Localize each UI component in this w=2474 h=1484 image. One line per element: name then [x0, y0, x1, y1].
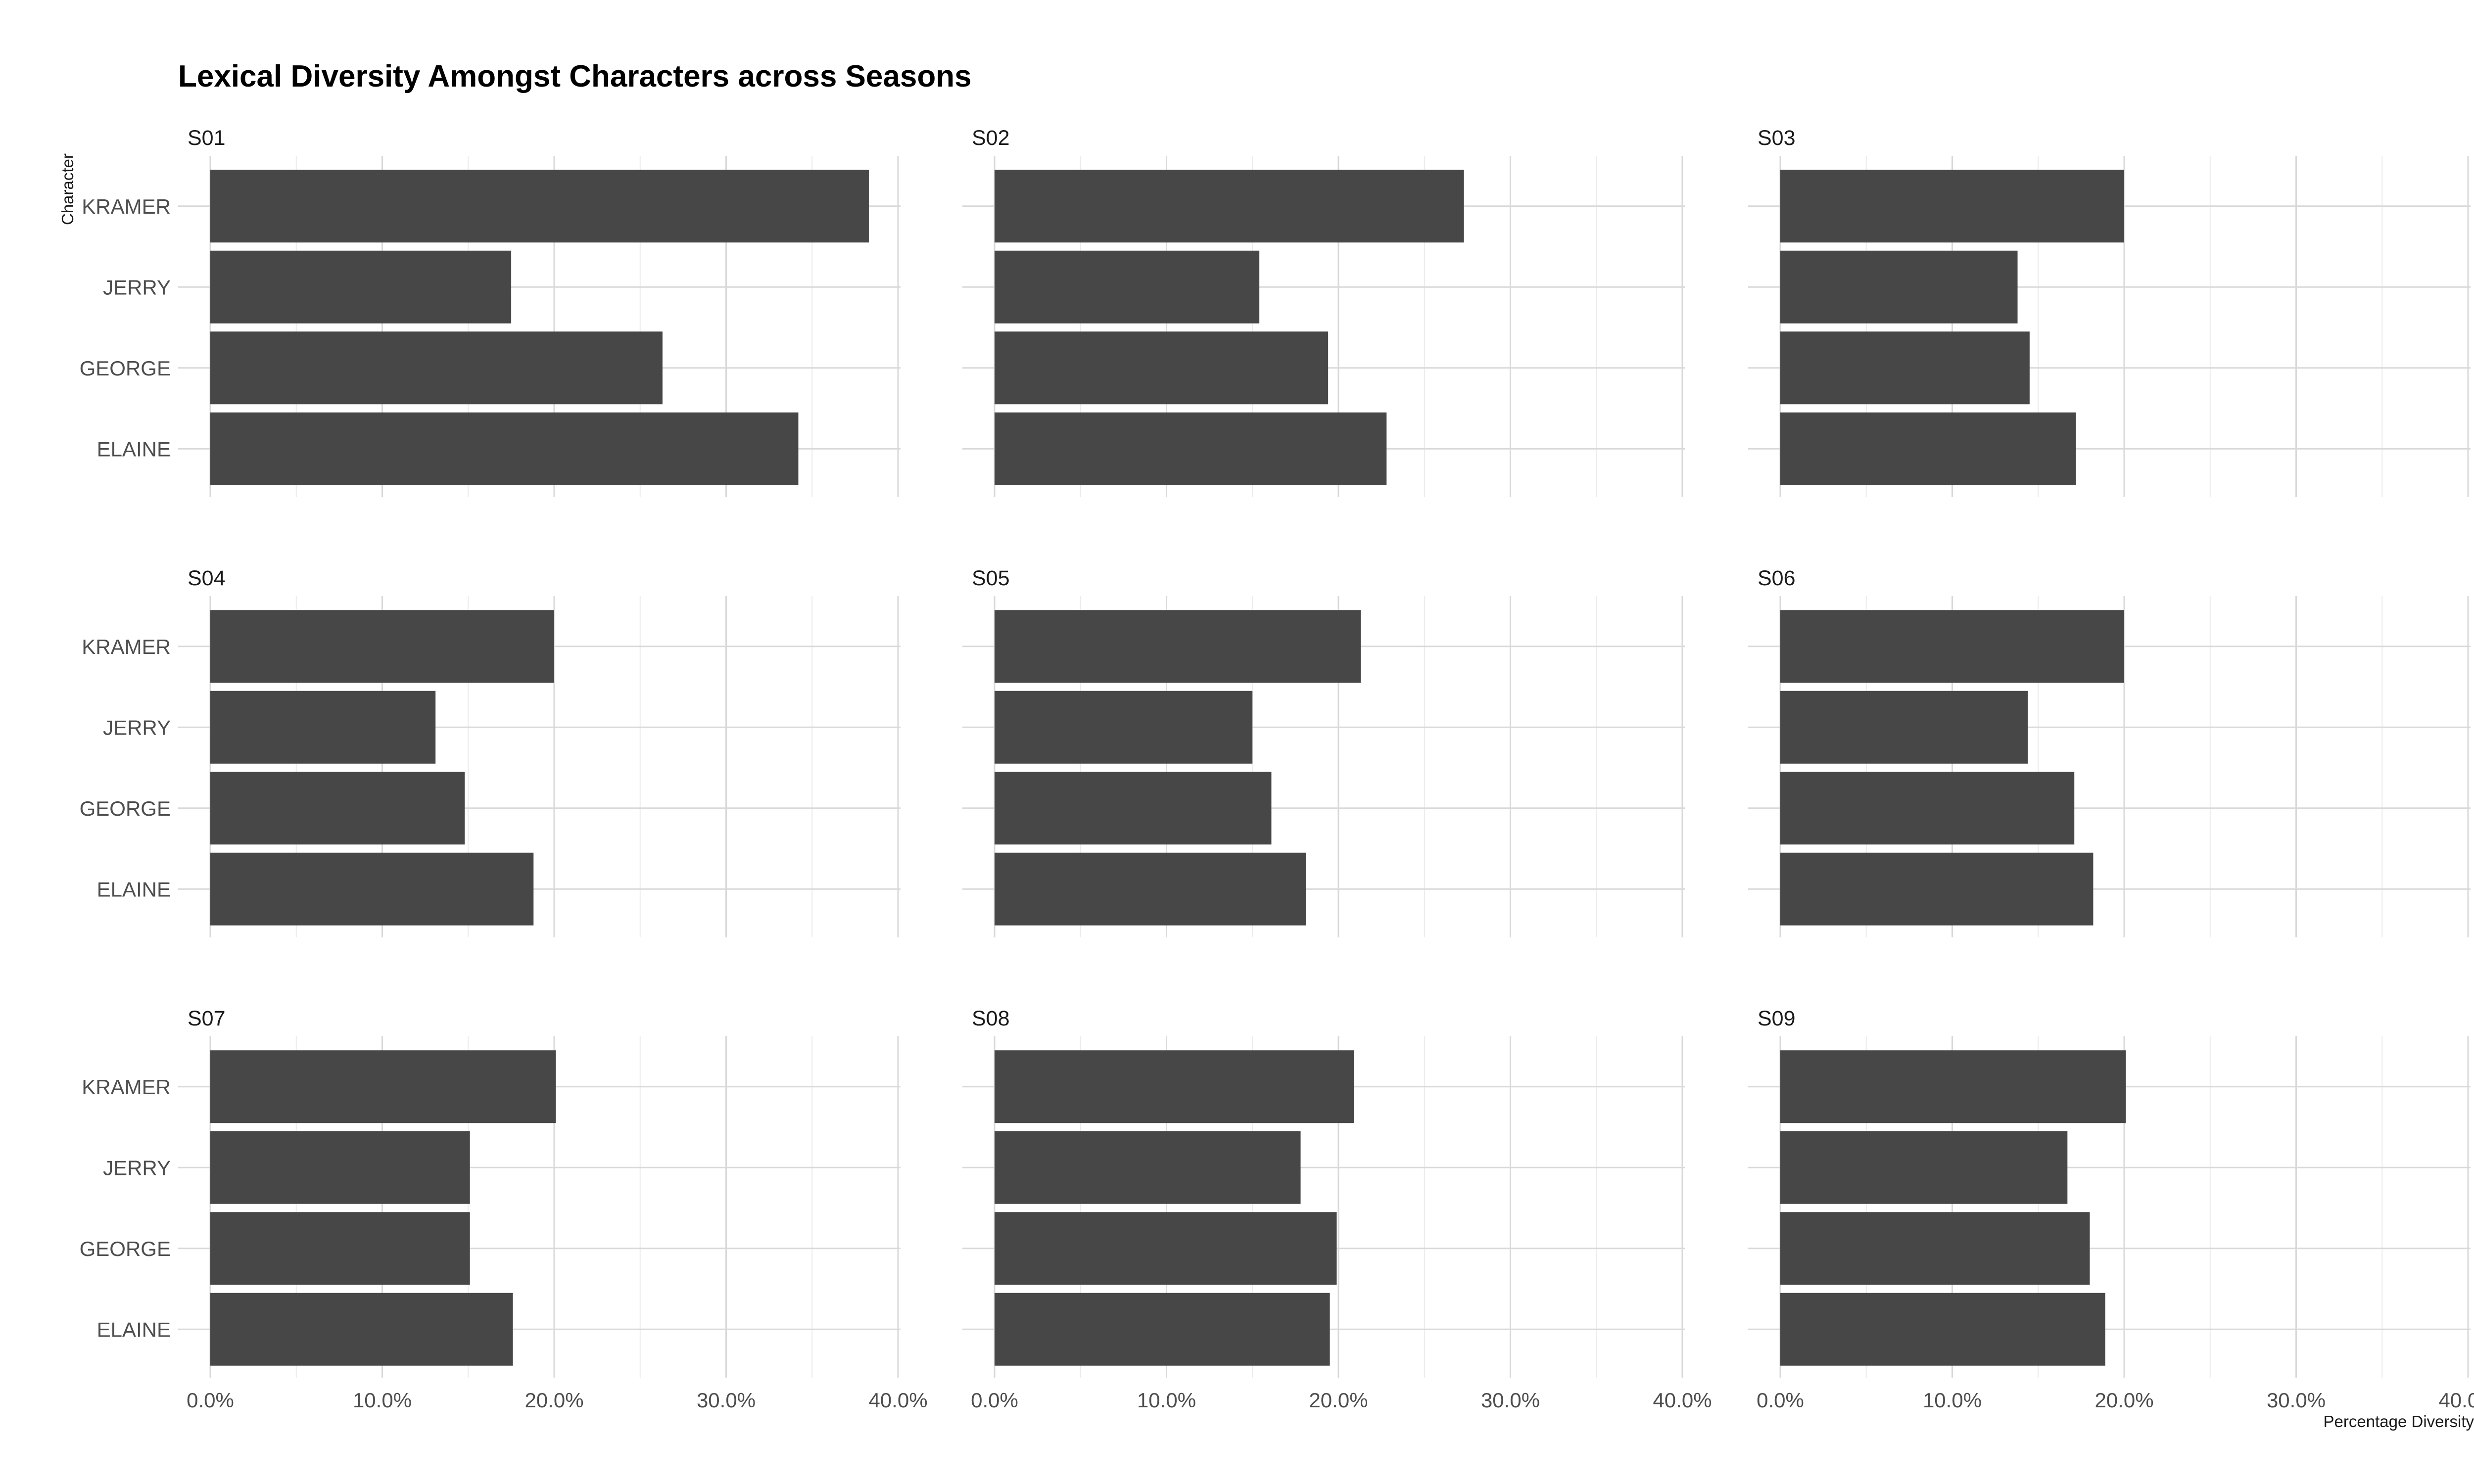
bar-s04-elaine — [210, 852, 534, 926]
x-tick-label: 30.0% — [2267, 1389, 2326, 1412]
x-tick-label: 30.0% — [1481, 1389, 1540, 1412]
facet-label: S01 — [188, 126, 226, 150]
bar-s01-george — [210, 331, 663, 405]
bar-s05-kramer — [995, 610, 1361, 683]
bar-s08-jerry — [995, 1131, 1301, 1204]
bar-s08-elaine — [995, 1293, 1330, 1366]
y-tick-label: ELAINE — [97, 437, 171, 461]
y-tick-label: GEORGE — [80, 797, 171, 820]
bar-s03-kramer — [1780, 170, 2124, 243]
bar-s01-kramer — [210, 170, 869, 243]
facet-label: S04 — [188, 566, 226, 590]
bar-s05-jerry — [995, 691, 1253, 764]
facet-panel-s02: S02 — [962, 126, 1685, 497]
y-tick-label: ELAINE — [97, 878, 171, 901]
x-tick-label: 40.0% — [2438, 1389, 2474, 1412]
x-tick-label: 20.0% — [1309, 1389, 1368, 1412]
y-tick-label: KRAMER — [82, 635, 171, 658]
x-tick-label: 0.0% — [187, 1389, 234, 1412]
bar-s04-jerry — [210, 691, 436, 764]
bar-s02-george — [995, 331, 1329, 405]
facet-label: S07 — [188, 1007, 226, 1030]
y-tick-label: KRAMER — [82, 1075, 171, 1099]
bar-s03-jerry — [1780, 250, 2018, 324]
x-tick-label: 10.0% — [1923, 1389, 1982, 1412]
facet-panel-s03: S03 — [1748, 126, 2471, 497]
bar-s08-kramer — [995, 1050, 1354, 1123]
y-tick-label: ELAINE — [97, 1318, 171, 1341]
bar-s08-george — [995, 1212, 1337, 1285]
bar-s02-jerry — [995, 250, 1260, 324]
bar-s06-george — [1780, 772, 2075, 845]
y-tick-label: JERRY — [103, 276, 171, 299]
x-tick-label: 20.0% — [524, 1389, 583, 1412]
facet-panel-s09: S09 0.0% 10.0% 20.0% 30.0% 40.0% — [1748, 1007, 2474, 1412]
x-tick-label: 40.0% — [868, 1389, 927, 1412]
bar-s07-jerry — [210, 1131, 470, 1204]
bar-s06-elaine — [1780, 852, 2093, 926]
x-tick-label: 0.0% — [1757, 1389, 1804, 1412]
facet-panel-s07: S07 KRAMER JERRY GEORGE ELAINE 0.0% 10.0% 20.0%… — [80, 1007, 928, 1412]
bar-s07-george — [210, 1212, 470, 1285]
bar-s05-elaine — [995, 852, 1306, 926]
bar-s03-elaine — [1780, 412, 2076, 485]
bar-s09-jerry — [1780, 1131, 2068, 1204]
facet-label: S09 — [1758, 1007, 1796, 1030]
facet-panel-s06: S06 — [1748, 566, 2471, 937]
x-tick-label: 20.0% — [2094, 1389, 2153, 1412]
bar-s07-kramer — [210, 1050, 556, 1123]
y-axis-title: Character — [58, 153, 77, 225]
facet-panels: S01 KRAMER JERRY GEORGE ELAINE S02 S03 S04 KRAME… — [80, 126, 2474, 1412]
x-tick-label: 0.0% — [971, 1389, 1018, 1412]
facet-label: S05 — [972, 566, 1010, 590]
bar-s06-jerry — [1780, 691, 2028, 764]
bar-s06-kramer — [1780, 610, 2124, 683]
bar-s05-george — [995, 772, 1272, 845]
x-tick-label: 40.0% — [1653, 1389, 1712, 1412]
y-tick-label: JERRY — [103, 1156, 171, 1179]
x-tick-label: 10.0% — [353, 1389, 412, 1412]
bar-s01-jerry — [210, 250, 512, 324]
facet-panel-s05: S05 — [962, 566, 1685, 937]
y-tick-label: GEORGE — [80, 357, 171, 380]
bar-s04-kramer — [210, 610, 554, 683]
x-axis-title: Percentage Diversity — [2324, 1412, 2474, 1431]
facet-label: S06 — [1758, 566, 1796, 590]
facet-label: S08 — [972, 1007, 1010, 1030]
bar-s03-george — [1780, 331, 2030, 405]
facet-panel-s01: S01 KRAMER JERRY GEORGE ELAINE — [80, 126, 901, 497]
bar-s04-george — [210, 772, 465, 845]
bar-s09-george — [1780, 1212, 2090, 1285]
y-tick-label: JERRY — [103, 716, 171, 739]
facet-label: S02 — [972, 126, 1010, 150]
bar-s01-elaine — [210, 412, 799, 485]
bar-s07-elaine — [210, 1293, 513, 1366]
bar-s02-kramer — [995, 170, 1464, 243]
y-tick-label: KRAMER — [82, 195, 171, 218]
y-tick-label: GEORGE — [80, 1237, 171, 1260]
bar-s09-kramer — [1780, 1050, 2126, 1123]
facet-panel-s08: S08 0.0% 10.0% 20.0% 30.0% 40.0% — [962, 1007, 1712, 1412]
facet-label: S03 — [1758, 126, 1796, 150]
x-tick-label: 30.0% — [697, 1389, 756, 1412]
bar-s02-elaine — [995, 412, 1387, 485]
facet-panel-s04: S04 KRAMER JERRY GEORGE ELAINE — [80, 566, 901, 937]
x-tick-label: 10.0% — [1137, 1389, 1196, 1412]
chart-title: Lexical Diversity Amongst Characters acr… — [178, 59, 972, 93]
bar-s09-elaine — [1780, 1293, 2105, 1366]
